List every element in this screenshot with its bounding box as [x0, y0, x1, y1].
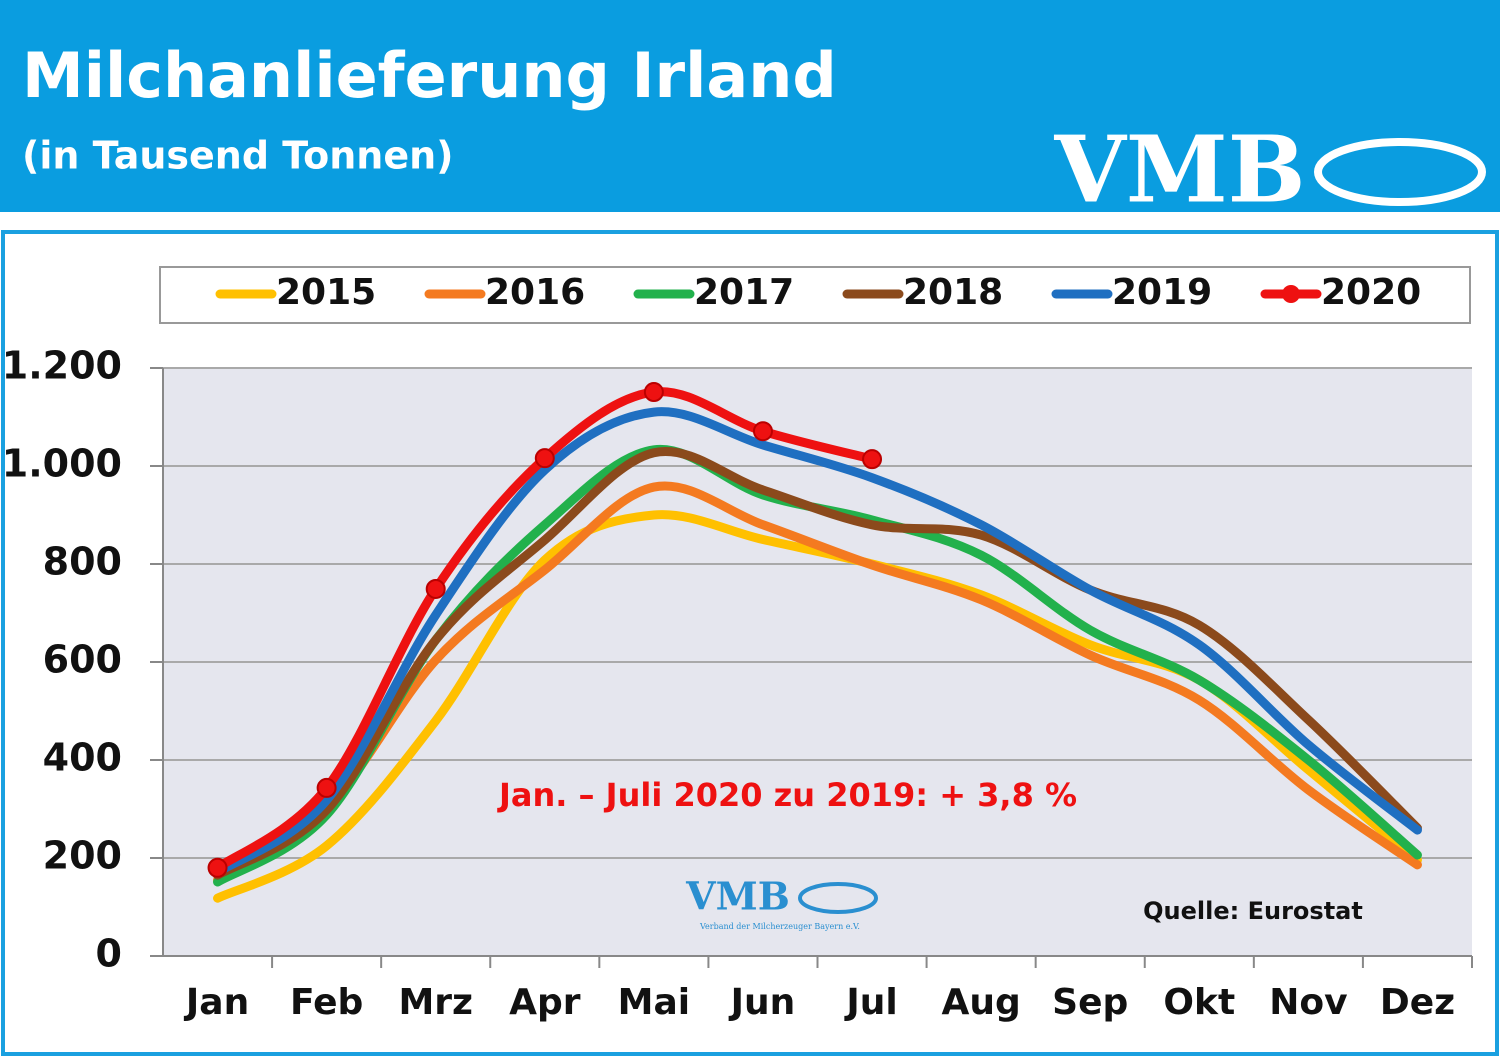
- x-tick-label: Mrz: [398, 982, 473, 1023]
- point-marker: [425, 578, 446, 599]
- point-marker: [752, 421, 773, 442]
- chart-subtitle: (in Tausend Tonnen): [22, 134, 454, 178]
- y-tick-label: 200: [43, 834, 122, 878]
- watermark: VMB: [685, 874, 790, 919]
- x-tick-label: Sep: [1052, 982, 1128, 1023]
- x-tick-label: Dez: [1380, 982, 1455, 1023]
- point-marker: [643, 382, 664, 403]
- annotation: Jan. – Juli 2020 zu 2019: + 3,8 %: [497, 776, 1077, 814]
- legend-label: 2016: [485, 272, 585, 313]
- point-marker: [207, 857, 228, 878]
- legend-label: 2017: [694, 272, 794, 313]
- legend-label: 2019: [1112, 272, 1212, 313]
- legend-label: 2015: [276, 272, 376, 313]
- x-tick-label: Okt: [1163, 982, 1235, 1023]
- logo-icon: [1314, 138, 1486, 206]
- series-line: [213, 447, 1422, 880]
- header-band: [0, 0, 1500, 212]
- point-marker: [534, 448, 555, 469]
- y-tick-label: 1.200: [2, 344, 122, 388]
- y-tick-label: 800: [43, 540, 122, 584]
- x-tick-label: Jul: [843, 982, 897, 1023]
- watermark-icon: [798, 882, 878, 914]
- x-tick-label: Jun: [728, 982, 796, 1023]
- y-tick-label: 600: [43, 638, 122, 682]
- source: Quelle: Eurostat: [1143, 897, 1363, 925]
- point-marker: [862, 449, 883, 470]
- y-tick-label: 1.000: [2, 442, 122, 486]
- legend-label: 2018: [903, 272, 1003, 313]
- watermark-caption: Verband der Milcherzeuger Bayern e.V.: [699, 922, 860, 931]
- x-tick-label: Jan: [183, 982, 249, 1023]
- chart-title: Milchanlieferung Irland: [22, 39, 837, 112]
- series-line: [213, 407, 1422, 877]
- x-tick-label: Mai: [618, 982, 690, 1023]
- legend-label: 2020: [1321, 272, 1421, 313]
- y-tick-label: 0: [96, 932, 122, 976]
- point-marker: [316, 777, 337, 798]
- x-tick-label: Apr: [509, 982, 581, 1023]
- legend-box: [159, 266, 1471, 324]
- legend-marker: [1282, 285, 1300, 303]
- x-tick-label: Feb: [290, 982, 363, 1023]
- y-tick-label: 400: [43, 736, 122, 780]
- series-line: [213, 481, 1422, 885]
- x-tick-label: Aug: [941, 982, 1020, 1023]
- x-tick-label: Nov: [1269, 982, 1347, 1023]
- logo: VMB: [1054, 116, 1306, 224]
